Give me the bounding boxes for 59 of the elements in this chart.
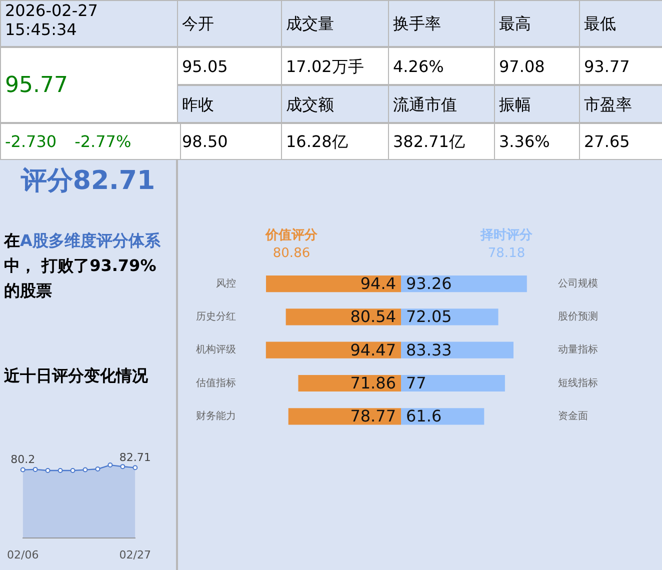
text: 中， 打败了 <box>4 256 90 275</box>
text: 3.36% <box>499 132 550 151</box>
text: 97.08 <box>499 56 545 76</box>
text: 382.71亿 <box>393 132 465 151</box>
chart-title: 择时评分 <box>480 228 534 244</box>
y-tick-label: 风控 <box>216 277 236 290</box>
data-label: 94.4 <box>360 274 396 293</box>
data-label: 61.6 <box>406 406 442 426</box>
data-label: 71.86 <box>350 373 396 392</box>
data-label: 83.33 <box>406 340 452 360</box>
text: 振幅 <box>499 94 531 114</box>
text: 2026-02-27 15:45:34 <box>5 1 98 39</box>
chart-subtitle: 80.86 <box>272 246 310 261</box>
text: 95.05 <box>182 56 228 76</box>
text: 成交额 <box>286 94 334 114</box>
text: 95.77 <box>5 72 68 98</box>
data-label: 72.05 <box>406 307 452 326</box>
text: 的股票 <box>4 281 52 300</box>
y-tick-label: 财务能力 <box>196 410 236 422</box>
x-tick-label: 02/27 <box>119 548 151 562</box>
text: 93.77 <box>584 56 630 76</box>
text: 评分82.71 <box>20 166 156 196</box>
y-tick-label: 机构评级 <box>196 344 236 356</box>
chart-subtitle: 78.18 <box>488 246 526 261</box>
text: 今开 <box>182 14 214 33</box>
x-tick-label: 02/06 <box>7 548 39 562</box>
text: -2.730 <box>5 132 57 151</box>
text: 市盈率 <box>584 94 632 114</box>
y-tick-label: 历史分红 <box>196 310 236 323</box>
chart-title: 价值评分 <box>264 228 318 244</box>
text: 98.50 <box>182 132 228 151</box>
text: 昨收 <box>182 94 214 114</box>
text: 27.65 <box>584 132 630 151</box>
data-label: 80.2 <box>10 453 36 466</box>
text: 最高 <box>499 14 531 33</box>
data-label: 78.77 <box>350 406 396 426</box>
chart-title: 近十日评分变化情况 <box>4 366 149 387</box>
y-tick-label: 公司规模 <box>558 277 598 290</box>
y-tick-label: 短线指标 <box>558 376 598 389</box>
text: 流通市值 <box>393 94 457 114</box>
y-tick-label: 股价预测 <box>558 310 598 323</box>
y-tick-label: 估值指标 <box>196 376 236 389</box>
text: 17.02万手 <box>286 56 364 76</box>
text: 在 <box>4 231 20 250</box>
text: 成交量 <box>286 14 334 33</box>
text: A股多维度评分体系 <box>20 231 160 250</box>
text: 93.79% <box>90 256 156 275</box>
text: -2.77% <box>74 132 132 151</box>
data-label: 94.47 <box>350 340 396 360</box>
text: 换手率 <box>393 14 441 33</box>
data-label: 80.54 <box>350 307 396 326</box>
text: 16.28亿 <box>286 132 348 151</box>
y-tick-label: 动量指标 <box>558 344 598 356</box>
data-label: 77 <box>406 373 426 392</box>
text: 4.26% <box>393 56 444 76</box>
y-tick-label: 资金面 <box>558 410 588 422</box>
data-label: 93.26 <box>406 274 452 293</box>
data-label: 82.71 <box>119 451 151 464</box>
text: 最低 <box>584 14 616 33</box>
